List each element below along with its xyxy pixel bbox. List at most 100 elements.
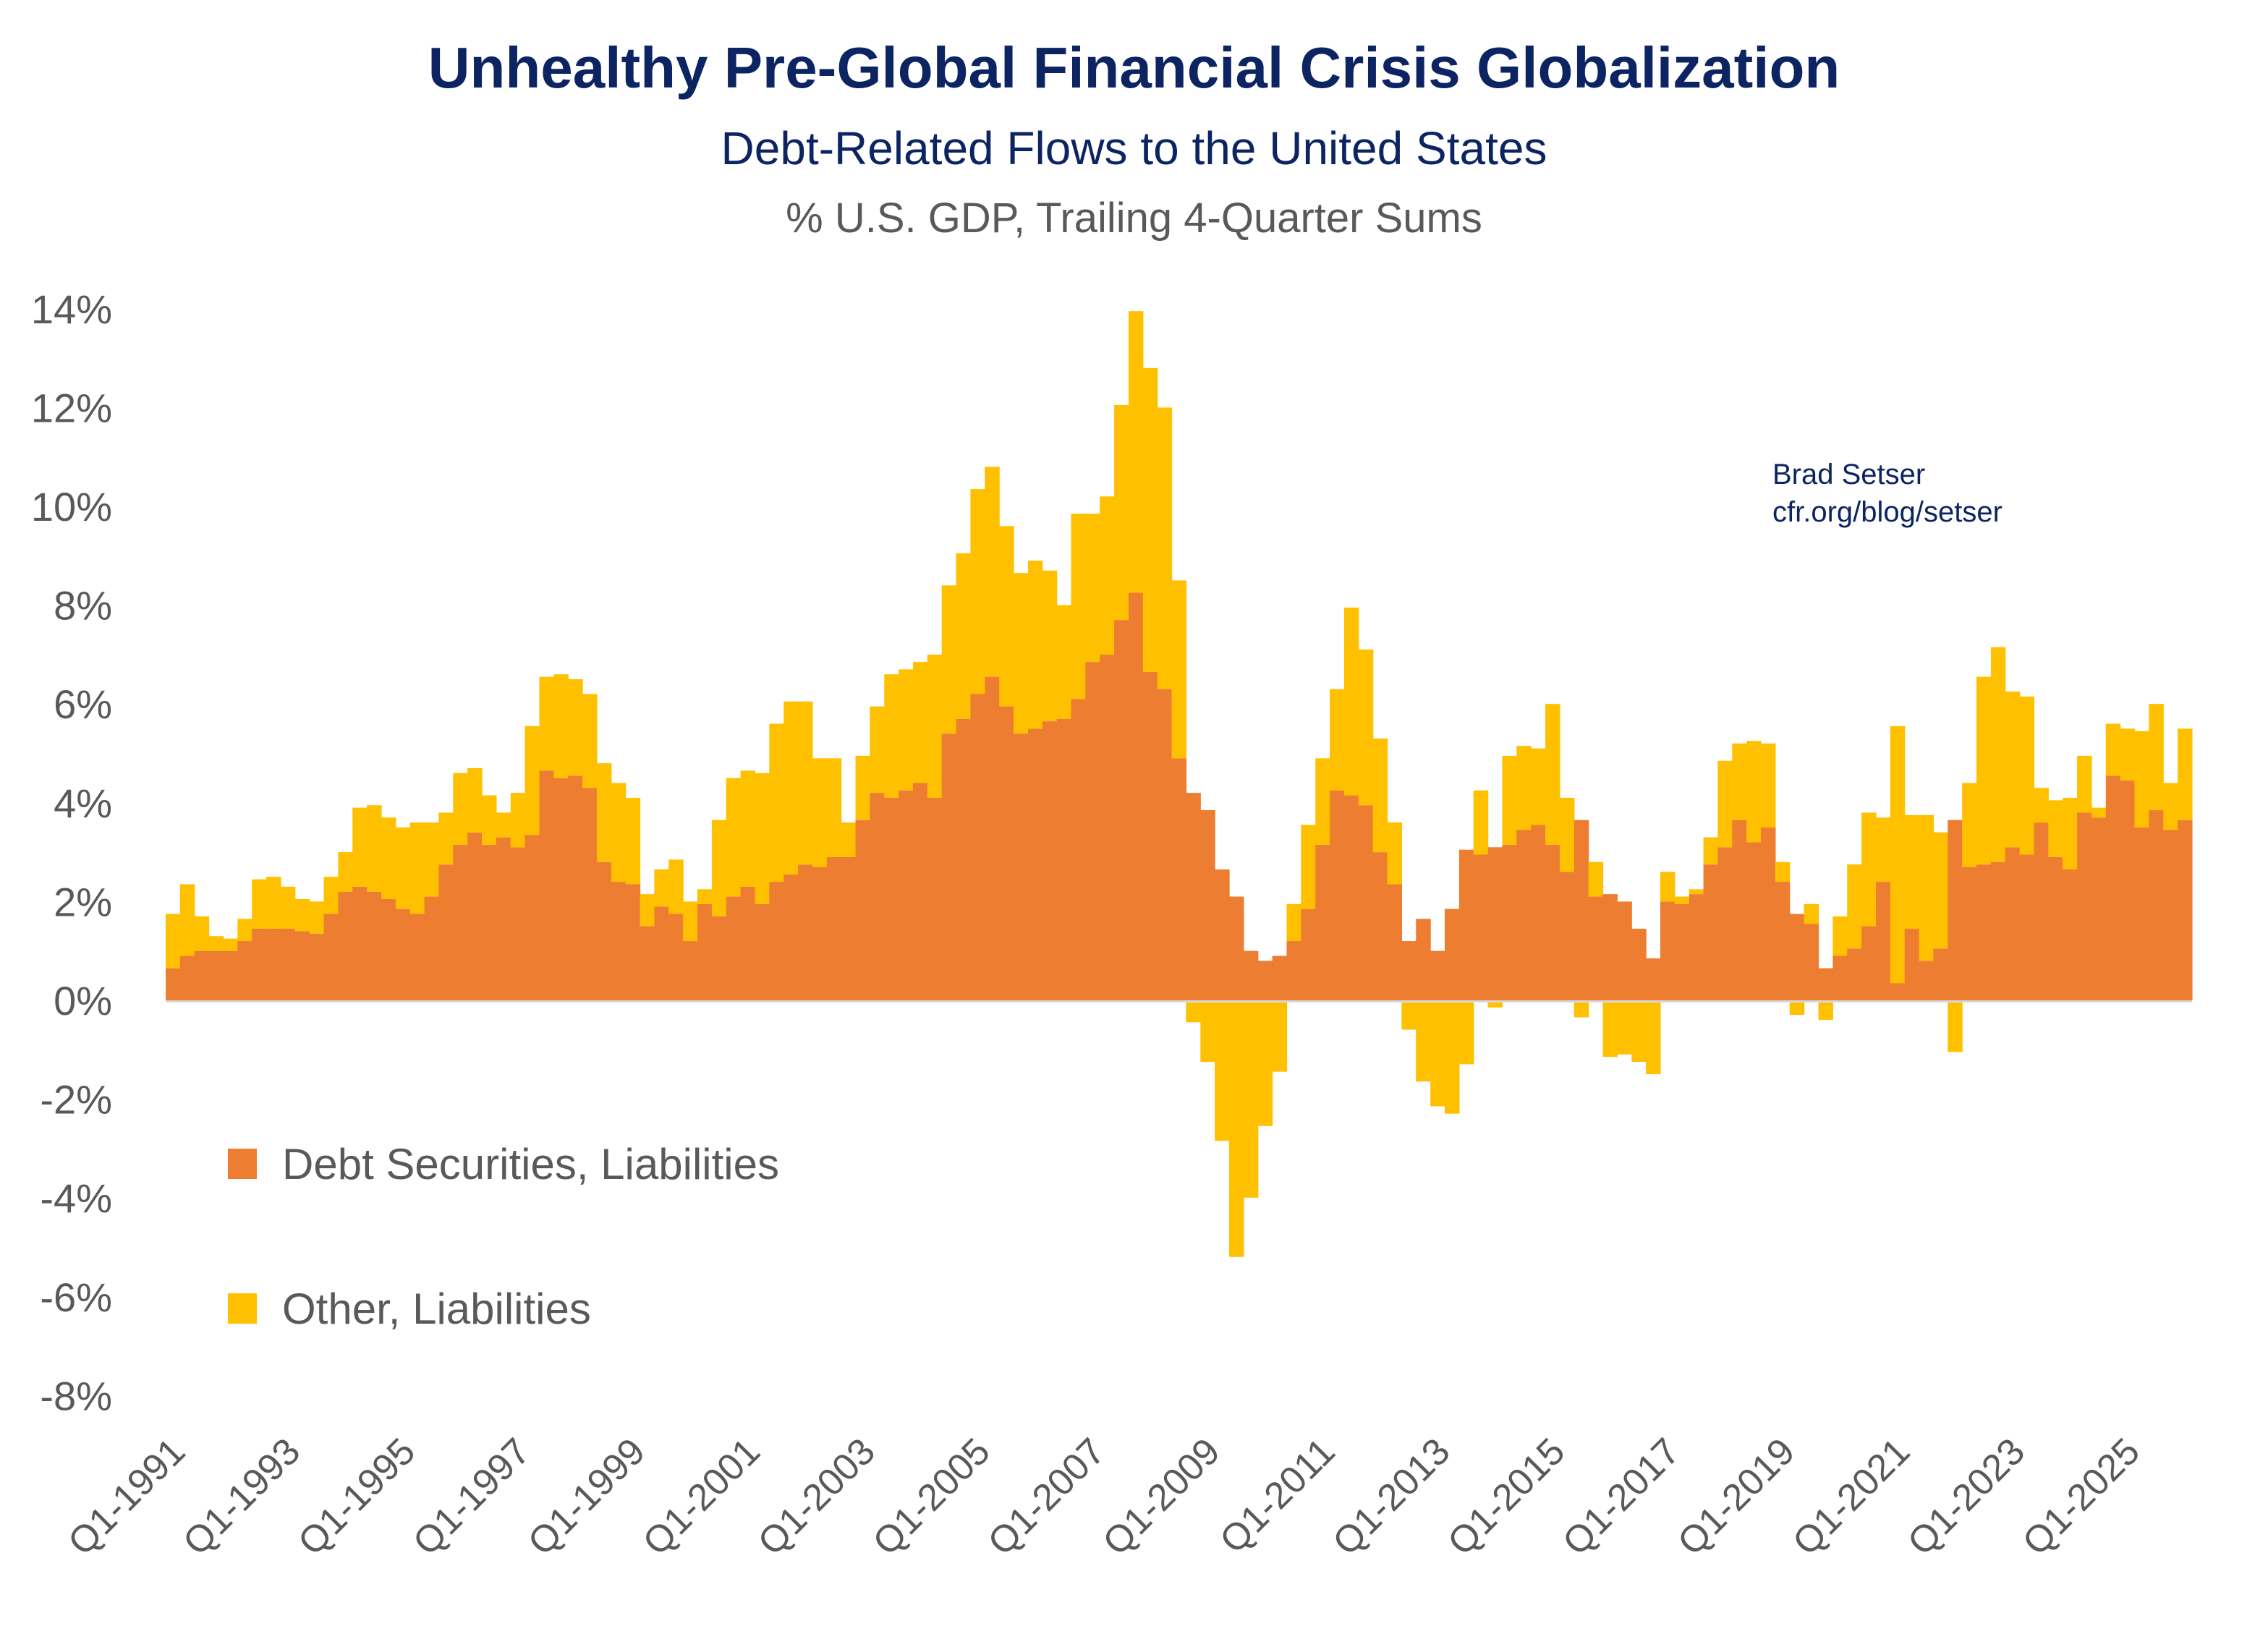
bar-other: [1186, 1003, 1201, 1023]
bar-debt: [1358, 805, 1374, 1000]
bar-debt: [409, 914, 425, 1000]
bar-debt: [1171, 758, 1187, 1000]
bar-other: [596, 763, 612, 862]
bar-other: [1732, 743, 1747, 820]
x-tick-label: Q1-1995: [290, 1430, 423, 1563]
bar-other: [2048, 800, 2063, 857]
bar-debt: [381, 898, 396, 1000]
bar-other: [1387, 822, 1403, 885]
bar-debt: [2063, 869, 2078, 1000]
bar-debt: [1128, 592, 1144, 1000]
bar-debt: [1071, 699, 1086, 1000]
x-tick-label: Q1-1999: [520, 1430, 653, 1563]
bar-other: [367, 805, 382, 892]
bar-debt: [1014, 733, 1029, 1000]
bar-other: [1157, 407, 1173, 689]
bar-other: [755, 773, 770, 904]
bar-debt: [453, 844, 468, 1000]
bar-debt: [1330, 790, 1345, 1000]
bar-debt: [568, 775, 583, 1000]
bars-group: [166, 311, 2193, 1257]
bar-other: [1027, 561, 1043, 729]
bar-other: [1904, 814, 1920, 929]
bar-debt: [1516, 830, 1532, 1000]
bar-debt: [985, 676, 1000, 1000]
bar-debt: [870, 793, 885, 1000]
bar-other: [1516, 746, 1532, 830]
bar-other: [395, 827, 411, 909]
bar-debt: [970, 694, 985, 1000]
chart-unit-label: % U.S. GDP, Trailing 4-Quarter Sums: [786, 195, 1482, 242]
bar-other: [1257, 1003, 1273, 1126]
bar-debt: [1401, 941, 1417, 1000]
bar-debt: [1717, 847, 1733, 1000]
bar-other: [1416, 1003, 1431, 1082]
y-tick-label: 0%: [54, 978, 112, 1023]
bar-debt: [309, 933, 325, 1000]
bar-other: [812, 758, 828, 867]
bar-debt: [1301, 908, 1316, 1000]
bar-debt: [166, 968, 181, 1000]
bar-other: [2134, 731, 2150, 827]
bar-other: [1674, 896, 1690, 904]
bar-other: [884, 674, 899, 798]
bar-debt: [424, 896, 440, 1000]
bar-other: [625, 797, 641, 885]
y-tick-label: -2%: [40, 1077, 112, 1123]
bar-debt: [654, 906, 669, 1000]
bar-debt: [1142, 671, 1158, 1000]
bar-other: [1545, 704, 1560, 845]
bar-debt: [668, 914, 684, 1000]
bar-other: [1487, 1003, 1503, 1008]
bar-other: [1502, 755, 1517, 845]
bar-debt: [2091, 817, 2107, 1000]
bar-debt: [683, 941, 698, 1000]
bar-other: [582, 694, 598, 788]
bar-other: [899, 669, 914, 791]
bar-other: [266, 877, 281, 929]
x-tick-label: Q1-2015: [1440, 1430, 1573, 1563]
bar-debt: [2019, 854, 2035, 1000]
bar-other: [1588, 861, 1604, 897]
bar-debt: [179, 956, 195, 1000]
bar-debt: [899, 790, 914, 1000]
bar-other: [381, 817, 396, 899]
bar-debt: [1416, 919, 1431, 1000]
bar-debt: [1215, 869, 1230, 1000]
x-tick-label: Q1-1991: [60, 1430, 193, 1563]
bar-debt: [1703, 864, 1719, 1000]
bar-debt: [2034, 822, 2049, 1000]
x-tick-label: Q1-2025: [2015, 1430, 2148, 1563]
y-tick-label: -6%: [40, 1274, 112, 1320]
bar-other: [166, 914, 181, 969]
y-tick-label: 6%: [54, 681, 112, 727]
bar-other: [1703, 837, 1719, 865]
bar-debt: [2005, 847, 2021, 1000]
bar-debt: [1904, 928, 1920, 1000]
x-tick-label: Q1-2019: [1670, 1430, 1803, 1563]
chart-title: Unhealthy Pre-Global Financial Crisis Gl…: [428, 35, 1840, 100]
bar-other: [1343, 608, 1359, 796]
bar-debt: [1746, 842, 1762, 1000]
bar-debt: [395, 908, 411, 1000]
bar-other: [1330, 689, 1345, 791]
bar-other: [1602, 1003, 1618, 1057]
bar-other: [1128, 311, 1144, 593]
bar-other: [1890, 725, 1906, 984]
bar-other: [1114, 404, 1129, 621]
bar-other: [294, 898, 310, 932]
bar-debt: [1847, 948, 1862, 1000]
bar-debt: [740, 886, 756, 1000]
bar-other: [237, 919, 252, 942]
x-tick-label: Q1-2003: [750, 1430, 883, 1563]
bar-debt: [1186, 793, 1201, 1000]
bar-debt: [553, 778, 569, 1000]
bar-debt: [294, 931, 310, 1000]
legend: Debt Securities, Liabilities Other, Liab…: [228, 1140, 779, 1333]
bar-other: [769, 723, 784, 882]
x-axis: Q1-1991Q1-1993Q1-1995Q1-1997Q1-1999Q1-20…: [60, 1430, 2148, 1563]
bar-other: [1746, 741, 1762, 843]
bar-other: [424, 822, 440, 897]
bar-debt: [826, 856, 842, 1000]
bar-debt: [2163, 830, 2178, 1000]
